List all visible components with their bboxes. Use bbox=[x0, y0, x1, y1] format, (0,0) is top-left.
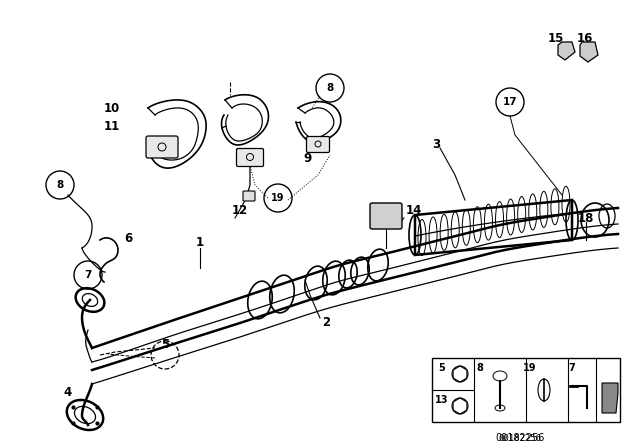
FancyBboxPatch shape bbox=[307, 137, 330, 152]
FancyBboxPatch shape bbox=[237, 148, 264, 167]
Text: 11: 11 bbox=[104, 120, 120, 133]
Text: 9: 9 bbox=[304, 151, 312, 164]
Text: 10: 10 bbox=[104, 102, 120, 115]
Polygon shape bbox=[602, 383, 618, 413]
Text: 6: 6 bbox=[124, 232, 132, 245]
Text: 7: 7 bbox=[568, 363, 575, 373]
Text: 2: 2 bbox=[322, 315, 330, 328]
Text: 3: 3 bbox=[432, 138, 440, 151]
Text: 7: 7 bbox=[84, 270, 92, 280]
Text: 16: 16 bbox=[577, 31, 593, 44]
Text: 17: 17 bbox=[502, 97, 517, 107]
Text: 5: 5 bbox=[438, 363, 445, 373]
Text: 00182256: 00182256 bbox=[495, 433, 545, 443]
FancyBboxPatch shape bbox=[370, 203, 402, 229]
Text: 12: 12 bbox=[232, 203, 248, 216]
Text: 8: 8 bbox=[326, 83, 333, 93]
Polygon shape bbox=[580, 42, 598, 62]
Text: 00182256: 00182256 bbox=[499, 434, 541, 443]
FancyBboxPatch shape bbox=[243, 191, 255, 201]
Text: 14: 14 bbox=[406, 203, 422, 216]
Text: 8: 8 bbox=[56, 180, 63, 190]
Polygon shape bbox=[558, 42, 575, 60]
Text: 4: 4 bbox=[64, 385, 72, 399]
FancyBboxPatch shape bbox=[146, 136, 178, 158]
Text: 19: 19 bbox=[271, 193, 285, 203]
Bar bbox=[432, 358, 620, 422]
Text: 15: 15 bbox=[548, 31, 564, 44]
Text: 18: 18 bbox=[578, 211, 594, 224]
Text: 1: 1 bbox=[196, 236, 204, 249]
Text: 8: 8 bbox=[477, 363, 483, 373]
Text: 19: 19 bbox=[524, 363, 537, 373]
Text: 5: 5 bbox=[161, 337, 169, 350]
Text: 13: 13 bbox=[435, 395, 449, 405]
